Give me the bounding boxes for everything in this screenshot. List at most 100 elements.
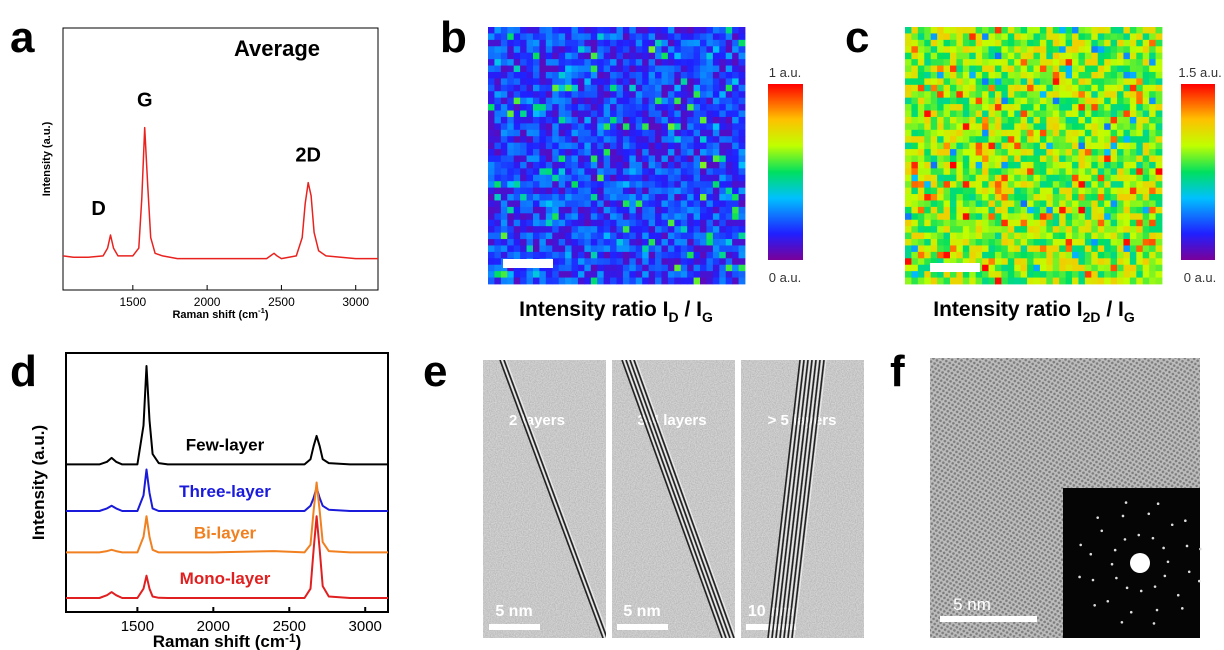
heatmap-cell (559, 265, 566, 272)
heatmap-cell (1053, 239, 1060, 246)
heatmap-cell (636, 46, 643, 53)
heatmap-cell (1008, 175, 1015, 182)
heatmap-cell (706, 59, 713, 66)
heatmap-cell (989, 200, 996, 207)
heatmap-cell (636, 33, 643, 40)
heatmap-cell (642, 265, 649, 272)
heatmap-cell (565, 162, 572, 169)
heatmap-cell (610, 278, 617, 285)
heatmap-cell (1008, 59, 1015, 66)
heatmap-cell (918, 271, 925, 278)
heatmap-cell (527, 143, 534, 150)
heatmap-cell (1001, 130, 1008, 137)
panel-letter: c (845, 13, 869, 62)
heatmap-cell (591, 91, 598, 98)
heatmap-cell (552, 207, 559, 214)
heatmap-cell (527, 27, 534, 34)
heatmap-cell (1091, 233, 1098, 240)
heatmap-cell (674, 233, 681, 240)
heatmap-cell (520, 194, 527, 201)
heatmap-cell (1136, 233, 1143, 240)
heatmap-cell (963, 78, 970, 85)
heatmap-cell (732, 168, 739, 175)
heatmap-cell (726, 117, 733, 124)
heatmap-cell (1072, 91, 1079, 98)
heatmap-cell (950, 111, 957, 118)
heatmap-cell (636, 181, 643, 188)
heatmap-cell (1008, 66, 1015, 73)
heatmap-cell (700, 207, 707, 214)
heatmap-cell (687, 53, 694, 60)
heatmap-cell (739, 258, 746, 265)
heatmap-cell (956, 104, 963, 111)
heatmap-cell (995, 245, 1002, 252)
heatmap-cell (629, 40, 636, 47)
heatmap-cell (642, 258, 649, 265)
heatmap-cell (1085, 59, 1092, 66)
heatmap-cell (565, 46, 572, 53)
heatmap-cell (1021, 33, 1028, 40)
heatmap-cell (604, 27, 611, 34)
heatmap-cell (1008, 265, 1015, 272)
heatmap-cell (911, 104, 918, 111)
heatmap-cell (610, 91, 617, 98)
heatmap-cell (546, 278, 553, 285)
heatmap-cell (706, 200, 713, 207)
heatmap-cell (629, 104, 636, 111)
heatmap-cell (674, 149, 681, 156)
colorbar-max: 1 a.u. (769, 65, 802, 80)
heatmap-cell (552, 149, 559, 156)
heatmap-cell (681, 258, 688, 265)
heatmap-cell (527, 123, 534, 130)
heatmap-cell (976, 213, 983, 220)
heatmap-cell (1066, 252, 1073, 259)
heatmap-cell (1117, 53, 1124, 60)
heatmap-cell (552, 59, 559, 66)
heatmap-cell (1046, 149, 1053, 156)
x-tick-label: 2000 (194, 295, 221, 309)
heatmap-cell (1091, 226, 1098, 233)
heatmap-cell (674, 252, 681, 259)
heatmap-cell (969, 149, 976, 156)
heatmap-cell (995, 252, 1002, 259)
heatmap-cell (1130, 46, 1137, 53)
heatmap-cell (989, 278, 996, 285)
heatmap-cell (1021, 226, 1028, 233)
heatmap-cell (694, 188, 701, 195)
heatmap-cell (995, 130, 1002, 137)
heatmap-cell (649, 117, 656, 124)
heatmap-cell (726, 213, 733, 220)
heatmap-cell (661, 207, 668, 214)
heatmap-cell (681, 207, 688, 214)
heatmap-cell (739, 200, 746, 207)
heatmap-cell (694, 181, 701, 188)
heatmap-cell (706, 258, 713, 265)
heatmap-cell (726, 85, 733, 92)
heatmap-cell (668, 258, 675, 265)
heatmap-cell (617, 46, 624, 53)
heatmap-cell (1040, 226, 1047, 233)
heatmap-cell (1046, 188, 1053, 195)
heatmap-cell (726, 162, 733, 169)
heatmap-cell (687, 252, 694, 259)
heatmap-cell (559, 91, 566, 98)
heatmap-cell (700, 194, 707, 201)
heatmap-cell (617, 168, 624, 175)
heatmap-cell (1008, 78, 1015, 85)
heatmap-cell (1111, 98, 1118, 105)
heatmap-cell (1111, 252, 1118, 259)
heatmap-cell (956, 278, 963, 285)
heatmap-cell (963, 207, 970, 214)
heatmap-cell (1021, 194, 1028, 201)
heatmap-cell (918, 85, 925, 92)
heatmap-cell (1156, 271, 1163, 278)
heatmap-cell (584, 149, 591, 156)
heatmap-cell (1111, 188, 1118, 195)
heatmap-cell (572, 213, 579, 220)
heatmap-cell (629, 66, 636, 73)
heatmap-cell (617, 258, 624, 265)
heatmap-cell (655, 213, 662, 220)
heatmap-cell (1098, 123, 1105, 130)
heatmap-cell (931, 46, 938, 53)
heatmap-cell (668, 245, 675, 252)
